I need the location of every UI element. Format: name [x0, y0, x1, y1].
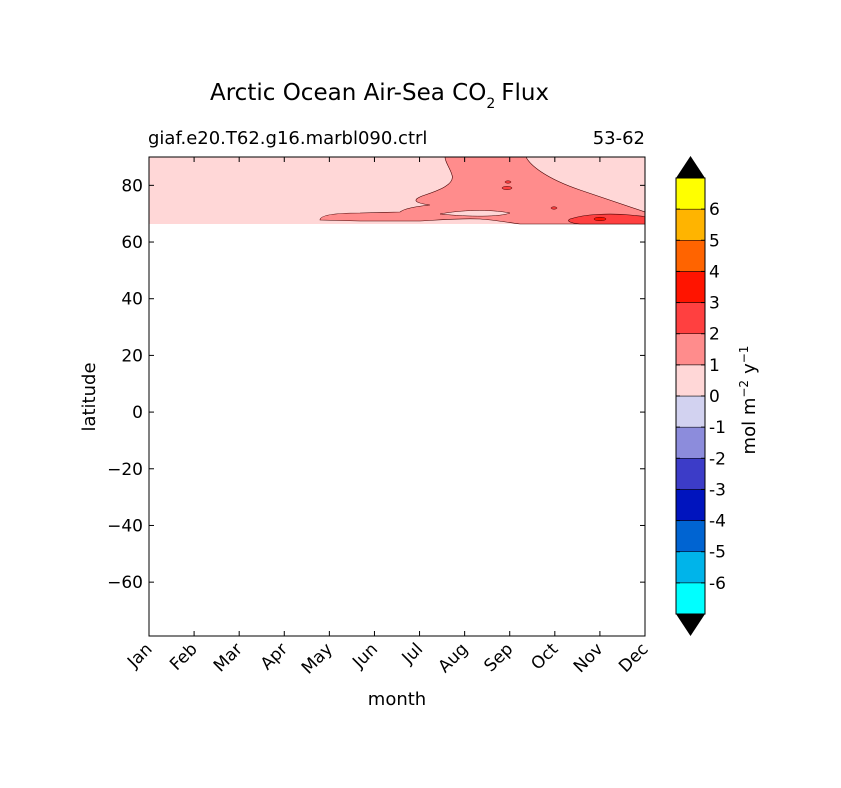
x-tick-label: Mar [210, 639, 247, 676]
y-tick-label: −60 [107, 573, 143, 593]
colorbar-tick-label: 1 [709, 356, 720, 376]
colorbar-band [675, 520, 706, 552]
colorbar-tick-label: -6 [709, 574, 726, 594]
y-axis: 80 60 40 20 0 −20 −40 −60 [107, 176, 645, 593]
y-tick-label: 0 [132, 403, 143, 423]
chart-title: Arctic Ocean Air-Sea CO2 Flux [210, 80, 549, 112]
contour-level-1-2 [319, 157, 645, 225]
colorbar-band [675, 395, 706, 428]
x-tick-label: Aug [435, 639, 473, 677]
x-tick-label: Feb [166, 639, 201, 674]
colorbar-tick-label: -4 [709, 512, 726, 532]
y-tick-label: −20 [107, 460, 143, 480]
contour-level-3-4 [593, 216, 607, 222]
colorbar-tick-label: -1 [709, 418, 726, 438]
x-tick-label: Nov [570, 639, 608, 677]
x-axis-label: month [368, 689, 426, 710]
colorbar-band [675, 333, 706, 366]
x-tick-label: Dec [615, 639, 652, 676]
contour-level-0-1-hole [439, 210, 511, 217]
contour-level-2-3 [568, 213, 645, 225]
y-tick-label: 20 [121, 346, 143, 366]
colorbar-band [675, 489, 706, 521]
contour-spot [504, 180, 512, 184]
colorbar-tick-label: -2 [709, 449, 726, 469]
colorbar: -6 -5 -4 -3 -2 -1 0 1 2 3 4 5 6 [675, 156, 726, 636]
colorbar-tick-label: 3 [709, 294, 720, 314]
contour-field [149, 157, 645, 225]
colorbar-extend-min [676, 614, 705, 636]
colorbar-band [675, 177, 706, 210]
colorbar-extend-max [676, 156, 705, 178]
colorbar-band [675, 364, 706, 397]
x-tick-label: May [298, 639, 337, 678]
colorbar-tick-label: 4 [709, 262, 720, 282]
years-label: 53-62 [593, 128, 645, 149]
colorbar-band [675, 271, 706, 303]
colorbar-band [675, 208, 706, 241]
colorbar-band [675, 551, 706, 584]
plot-frame [148, 156, 646, 637]
x-tick-label: Oct [527, 639, 562, 674]
x-axis: Jan Feb Mar Apr May Jun Jul Aug Sep Oct Nov Dec [123, 157, 653, 678]
colorbar-tick-label: 2 [709, 325, 720, 345]
colorbar-band [675, 582, 706, 615]
colorbar-band [675, 302, 706, 334]
contour-spot [550, 206, 558, 210]
x-tick-label: Jul [398, 639, 427, 668]
y-tick-label: −40 [107, 516, 143, 536]
colorbar-tick-label: -3 [709, 480, 726, 500]
x-tick-label: Jun [348, 639, 382, 673]
case-label: giaf.e20.T62.g16.marbl090.ctrl [148, 128, 427, 149]
y-tick-label: 40 [121, 290, 143, 310]
colorbar-band [675, 458, 706, 490]
x-tick-label: Sep [480, 639, 517, 676]
plot-area [148, 156, 646, 637]
y-tick-label: 80 [121, 176, 143, 196]
y-axis-label: latitude [79, 362, 100, 431]
x-tick-label: Jan [123, 639, 156, 672]
colorbar-band [675, 240, 706, 272]
y-tick-label: 60 [121, 233, 143, 253]
colorbar-tick-label: 5 [709, 231, 720, 251]
colorbar-tick-label: -5 [709, 543, 726, 563]
colorbar-tick-label: 0 [709, 387, 720, 407]
colorbar-band [675, 426, 706, 459]
colorbar-label: mol m−2y−1 [737, 346, 760, 455]
colorbar-tick-label: 6 [709, 200, 720, 220]
contour-spot [501, 186, 513, 190]
x-tick-label: Apr [257, 639, 292, 674]
